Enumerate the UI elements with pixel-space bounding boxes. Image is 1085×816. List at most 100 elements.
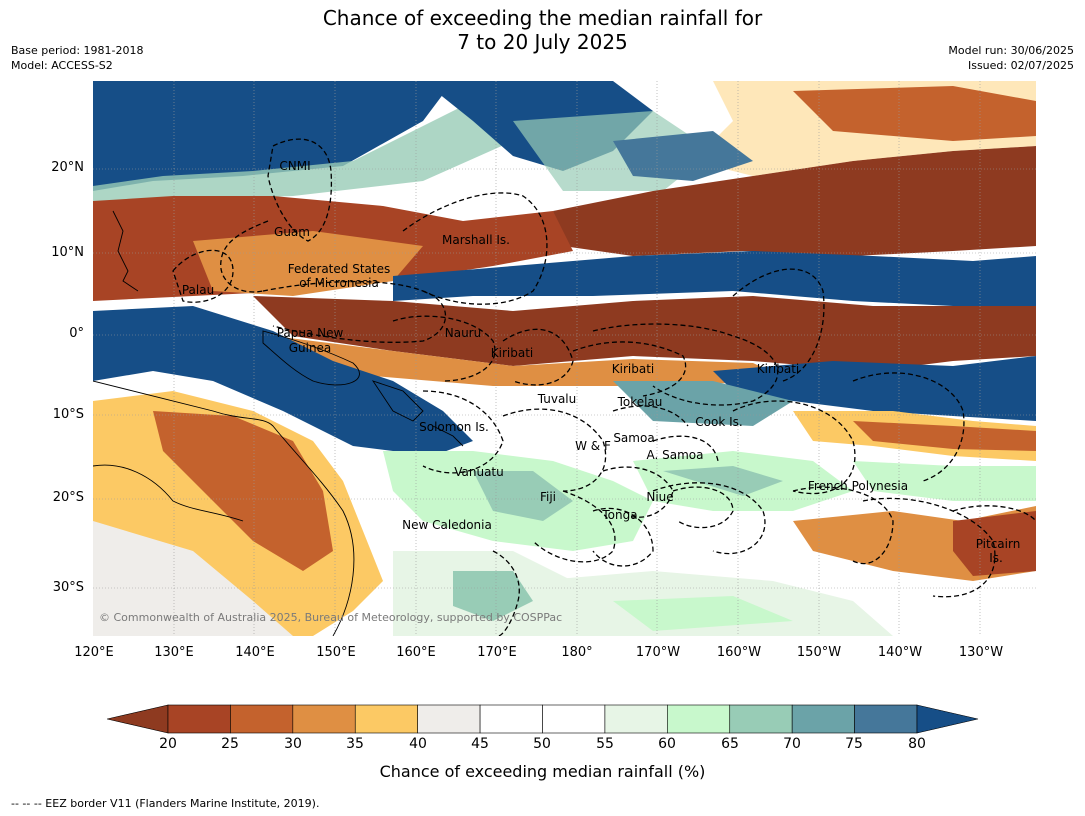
label-wf: W & F [575, 439, 611, 453]
label-tokelau: Tokelau [617, 395, 663, 409]
field-teal-coral-sea [473, 471, 573, 521]
lon-label-140w: 140°W [877, 645, 923, 660]
field-brown-north-band [553, 146, 1036, 256]
colorbar-tick-45: 45 [471, 736, 489, 752]
field-teal-northwest [93, 101, 513, 206]
lon-label-170e: 170°E [477, 645, 517, 660]
meta-right: Model run: 30/06/2025 Issued: 02/07/2025 [948, 43, 1074, 73]
label-solomon: Solomon Is. [419, 420, 489, 434]
label-cnmi: CNMI [279, 159, 310, 173]
colorbar-segment-75-80 [854, 704, 918, 734]
lat-label-0: 0° [69, 326, 84, 341]
colorbar-segment-25-30 [230, 704, 294, 734]
map-gridlines [93, 81, 1036, 636]
copyright-notice: © Commonwealth of Australia 2025, Bureau… [99, 611, 562, 624]
label-cook: Cook Is. [695, 415, 742, 429]
colorbar-segment-55-60 [604, 704, 668, 734]
colorbar-segment-45-50 [479, 704, 543, 734]
field-brown-australia [153, 411, 333, 571]
label-vanuatu: Vanuatu [454, 465, 504, 479]
colorbar-segment-60-65 [667, 704, 731, 734]
colorbar-tick-35: 35 [346, 736, 364, 752]
lon-label-180: 180° [561, 645, 593, 660]
field-orange-west-pacific [193, 231, 423, 296]
colorbar-segment-70-75 [791, 704, 855, 734]
field-brown-northeast [793, 86, 1036, 141]
lat-label-20n: 20°N [51, 160, 84, 175]
field-grey-south-west [93, 521, 293, 636]
field-brown-pitcairn [953, 511, 1036, 576]
lat-label-10s: 10°S [52, 407, 84, 422]
label-kiribati-west: Kiribati [491, 346, 533, 360]
colorbar-tick-80: 80 [908, 736, 926, 752]
field-teal-south-central [663, 466, 783, 496]
label-asamoa: A. Samoa [647, 448, 704, 462]
lon-label-150e: 150°E [316, 645, 356, 660]
label-tuvalu: Tuvalu [537, 392, 577, 406]
label-palau: Palau [182, 283, 214, 297]
colorbar-under-triangle [107, 704, 169, 734]
base-period: Base period: 1981-2018 [11, 44, 144, 57]
field-blue-png-solomons [93, 306, 473, 456]
coastlines [93, 210, 464, 636]
issued-date: Issued: 02/07/2025 [967, 59, 1074, 72]
lon-label-120e: 120°E [74, 645, 114, 660]
label-png-2: Guinea [289, 341, 332, 355]
field-blue-northeast [613, 131, 753, 181]
label-tonga: Tonga [601, 508, 637, 522]
colorbar-segment-65-70 [729, 704, 793, 734]
label-fsm-2: of Micronesia [299, 276, 379, 290]
colorbar-tick-60: 60 [658, 736, 676, 752]
colorbar-segment-30-35 [292, 704, 356, 734]
field-blue-northwest [93, 81, 453, 191]
label-kiribati-east: Kiribati [757, 362, 799, 376]
colorbar-tick-20: 20 [159, 736, 177, 752]
colorbar-segments [167, 704, 918, 734]
colorbar-tick-75: 75 [845, 736, 863, 752]
colorbar-tick-30: 30 [284, 736, 302, 752]
field-brown-equatorial [253, 296, 1036, 371]
label-french-polynesia: French Polynesia [808, 479, 908, 493]
colorbar-segment-20-25 [167, 704, 231, 734]
colorbar-tick-70: 70 [783, 736, 801, 752]
label-niue: Niue [646, 490, 673, 504]
rainfall-map: CNMI Guam Marshall Is. Federated States … [93, 81, 1036, 636]
field-blue-equatorial-north [393, 251, 1036, 306]
label-png-1: Papua New [277, 326, 344, 340]
label-new-caledonia: New Caledonia [402, 518, 492, 532]
label-samoa: Samoa [613, 431, 654, 445]
field-orange-equatorial [273, 336, 793, 386]
colorbar-segment-40-45 [417, 704, 481, 734]
lon-label-160e: 160°E [396, 645, 436, 660]
lat-label-20s: 20°S [52, 490, 84, 505]
model-run: Model run: 30/06/2025 [948, 44, 1074, 57]
colorbar-label: Chance of exceeding median rainfall (%) [379, 762, 706, 781]
lon-label-140e: 140°E [235, 645, 275, 660]
colorbar-tick-65: 65 [721, 736, 739, 752]
meta-left: Base period: 1981-2018 Model: ACCESS-S2 [11, 43, 143, 73]
label-fiji: Fiji [540, 490, 556, 504]
colorbar [107, 704, 979, 734]
colorbar-segment-35-40 [354, 704, 418, 734]
field-brown-southeast [853, 421, 1036, 451]
lon-label-170w: 170°W [635, 645, 681, 660]
label-fsm-1: Federated States [288, 262, 390, 276]
label-pitcairn-2: Is. [989, 551, 1003, 565]
label-marshall: Marshall Is. [442, 233, 510, 247]
field-teal-south [453, 571, 533, 621]
label-pitcairn-1: Pitcairn [976, 537, 1021, 551]
colorbar-tick-40: 40 [409, 736, 427, 752]
eez-footnote: -- -- -- EEZ border V11 (Flanders Marine… [11, 797, 320, 810]
colorbar-tick-55: 55 [596, 736, 614, 752]
colorbar-segment-50-55 [542, 704, 606, 734]
label-nauru: Nauru [445, 326, 481, 340]
colorbar-tick-25: 25 [221, 736, 239, 752]
field-green-southeast-2 [613, 596, 793, 631]
model-name: Model: ACCESS-S2 [11, 59, 113, 72]
lat-label-30s: 30°S [52, 580, 84, 595]
colorbar-over-triangle [916, 704, 979, 734]
lon-label-150w: 150°W [796, 645, 842, 660]
label-kiribati-central: Kiribati [612, 362, 654, 376]
colorbar-tick-50: 50 [533, 736, 551, 752]
lat-label-10n: 10°N [51, 245, 84, 260]
